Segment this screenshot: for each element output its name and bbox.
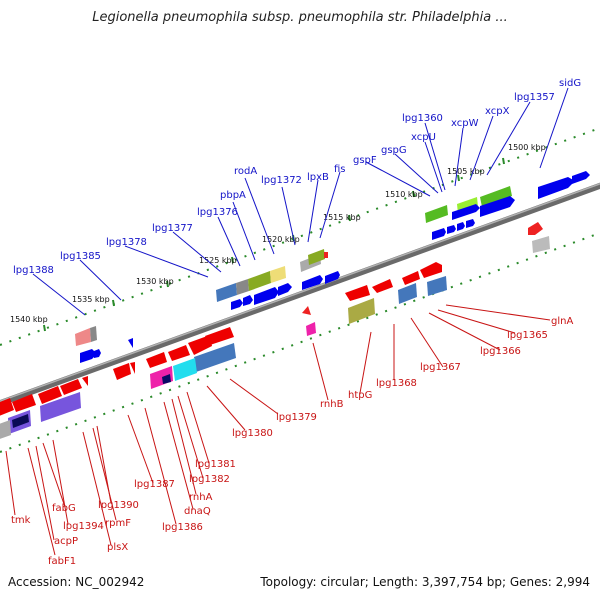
forward-gene-label[interactable]: lpxB [307,172,329,183]
accession-text: Accession: NC_002942 [8,575,145,589]
reverse-gene-label[interactable]: glnA [551,316,573,327]
forward-gene-label[interactable]: xcpX [485,106,510,117]
forward-label-lines [32,87,569,316]
reverse-gene-label[interactable]: lpg1365 [507,330,548,341]
reverse-gene-label[interactable]: lpg1381 [195,459,236,470]
forward-strand-features [75,171,590,363]
reverse-gene-label[interactable]: rpmF [105,518,131,529]
forward-gene-label[interactable]: lpg1360 [402,113,443,124]
forward-gene-label[interactable]: lpg1385 [60,251,101,262]
reverse-gene-label[interactable]: lpg1380 [232,428,273,439]
forward-gene-label[interactable]: lpg1378 [106,237,147,248]
forward-gene-label[interactable]: lpg1388 [13,265,54,276]
reverse-gene-label[interactable]: lpg1368 [376,378,417,389]
ruler-tick-label: 1535 kbp [72,295,110,304]
reverse-gene-label[interactable]: fabF1 [48,556,76,567]
ruler-tick-label: 1515 kbp [323,213,361,222]
ruler-tick-label: 1525 kbp [199,256,237,265]
reverse-gene-label[interactable]: lpg1379 [276,412,317,423]
reverse-gene-label[interactable]: lpg1367 [420,362,461,373]
genome-title: Legionella pneumophila subsp. pneumophil… [92,10,508,25]
forward-gene-label[interactable]: lpg1377 [152,223,193,234]
forward-gene-label[interactable]: sidG [559,78,581,89]
reverse-gene-label[interactable]: lpg1366 [480,346,521,357]
forward-gene-label[interactable]: lpg1376 [197,207,238,218]
forward-gene-label[interactable]: gspG [381,145,407,156]
ruler-tick-label: 1530 kbp [136,277,174,286]
forward-gene-label[interactable]: gspF [353,155,377,166]
topology-text: Topology: circular; Length: 3,397,754 bp… [260,575,590,589]
forward-gene-label[interactable]: lpg1372 [261,175,302,186]
forward-gene-label[interactable]: xcpU [411,132,436,143]
upper-ruler-line [0,127,600,346]
reverse-gene-label[interactable]: plsX [107,542,128,553]
reverse-label-lines [5,304,551,556]
reverse-gene-label[interactable]: lpg1394 [63,521,104,532]
ruler-tick-label: 1505 kbp [447,167,485,176]
forward-gene-label[interactable]: rodA [234,166,257,177]
reverse-gene-label[interactable]: rnhA [189,492,213,503]
genome-backbone [0,182,600,407]
ruler-tick-label: 1520 kbp [262,235,300,244]
reverse-gene-label[interactable]: rnhB [320,399,344,410]
ruler-tick-label: 1500 kbp [508,143,546,152]
reverse-gene-label[interactable]: lpg1390 [98,500,139,511]
forward-gene-label[interactable]: pbpA [220,190,246,201]
reverse-gene-label[interactable]: lpg1386 [162,522,203,533]
forward-gene-label[interactable]: fis [334,164,346,175]
forward-gene-label[interactable]: lpg1357 [514,92,555,103]
forward-gene-label[interactable]: xcpW [451,118,479,129]
ruler-tick-label: 1510 kbp [385,190,423,199]
reverse-gene-label[interactable]: lpg1382 [189,474,230,485]
reverse-strand-features [0,262,447,439]
ruler-tick-label: 1540 kbp [10,315,48,324]
reverse-gene-label[interactable]: lpg1387 [134,479,175,490]
reverse-gene-label[interactable]: acpP [54,536,78,547]
reverse-gene-label[interactable]: htpG [348,390,372,401]
reverse-gene-label[interactable]: tmk [11,515,31,526]
reverse-gene-label[interactable]: fabG [52,503,76,514]
reverse-gene-label[interactable]: dnaQ [184,506,211,517]
